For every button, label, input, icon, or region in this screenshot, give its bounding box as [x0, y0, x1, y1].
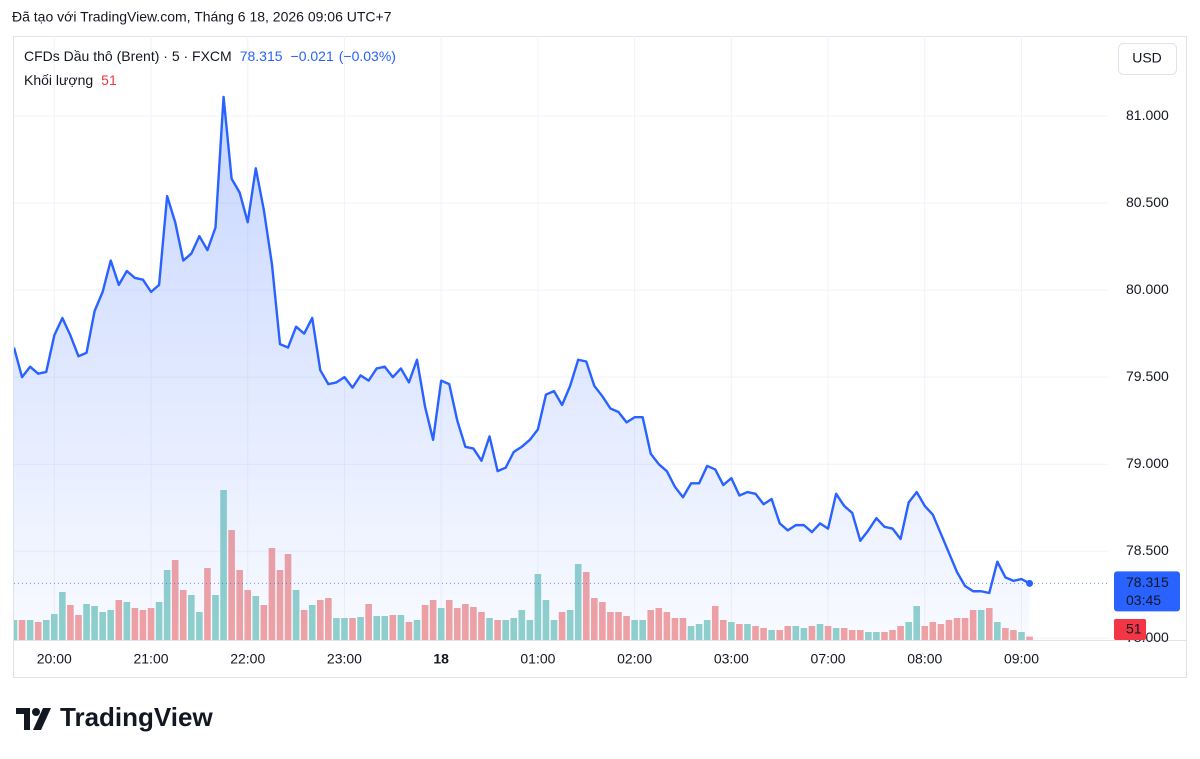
x-tick-label: 22:00: [230, 651, 265, 667]
x-tick-label: 18: [433, 651, 449, 667]
x-tick-label: 20:00: [37, 651, 72, 667]
last-volume-box: [1114, 619, 1146, 640]
price-change: −0.021: [291, 48, 334, 64]
logo-slash: [33, 708, 51, 730]
x-tick-label: 09:00: [1004, 651, 1039, 667]
x-tick-label: 03:00: [714, 651, 749, 667]
legend-line: CFDs Dầu thô (Brent) · 5 · FXCM 78.315 −0.…: [24, 48, 396, 64]
caption: Đã tạo với TradingView.com, Tháng 6 18, …: [12, 9, 392, 25]
volume-last: 51: [101, 72, 117, 88]
brand-name: TradingView: [60, 702, 213, 732]
y-tick-label: 78.500: [1126, 542, 1169, 558]
axes: 78.00078.50079.00079.50080.00080.50081.0…: [37, 107, 1180, 667]
logo-dot: [32, 708, 40, 716]
logo-mark: [16, 708, 30, 730]
y-tick-label: 80.000: [1126, 281, 1169, 297]
x-tick-label: 23:00: [327, 651, 362, 667]
x-tick-label: 02:00: [617, 651, 652, 667]
x-tick-label: 21:00: [133, 651, 168, 667]
plot-area: [14, 36, 1108, 640]
last-price-label: 78.315: [1126, 574, 1169, 590]
x-tick-label: 08:00: [907, 651, 942, 667]
currency-button[interactable]: [1118, 43, 1177, 75]
brand-logo: [16, 708, 51, 730]
y-tick-label: 80.500: [1126, 194, 1169, 210]
last-point: [1026, 579, 1034, 587]
volume-legend: Khối lượng 51: [24, 72, 117, 88]
chart-frame: [13, 36, 1187, 678]
price-change-percent: (−0.03%): [339, 48, 396, 64]
volume-name: Khối lượng: [24, 72, 93, 88]
y-tick-label: 79.500: [1126, 368, 1169, 384]
countdown-label: 03:45: [1126, 592, 1161, 608]
last-volume-label: 51: [1126, 621, 1142, 637]
y-tick-label: 81.000: [1126, 107, 1169, 123]
symbol: CFDs Dầu thô (Brent) · 5 · FXCM: [24, 48, 232, 64]
x-tick-label: 07:00: [811, 651, 846, 667]
price-line: [14, 95, 1031, 595]
last-price-box: [1114, 571, 1180, 612]
currency-label[interactable]: USD: [1132, 50, 1162, 66]
y-tick-label: 79.000: [1126, 455, 1169, 471]
area: [14, 96, 1030, 640]
last-price: 78.315: [240, 48, 283, 64]
x-tick-label: 01:00: [520, 651, 555, 667]
